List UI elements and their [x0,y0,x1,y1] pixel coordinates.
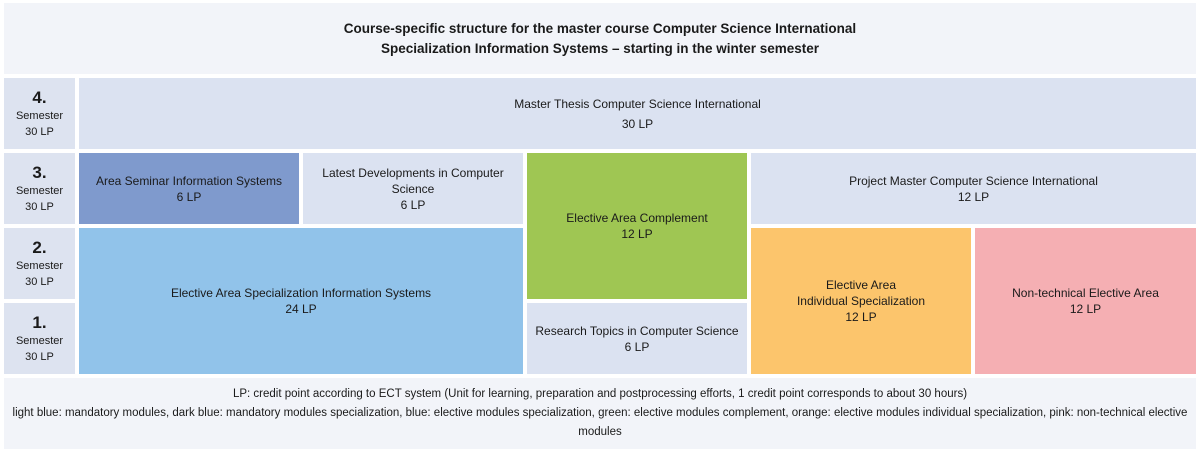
title-line-1: Course-specific structure for the master… [343,20,857,36]
module-lp: 12 LP [845,310,877,324]
semester-1: 1. Semester 30 LP [4,303,75,374]
module-name: Project Master Computer Science Internat… [849,173,1098,188]
legend-lp-note: LP: credit point according to ECT system… [232,388,968,400]
module-name: Latest Developments in Computer Science [322,165,504,196]
module-elective-specialization: Elective Area Specialization Information… [79,228,523,374]
semester-lp: 30 LP [25,350,54,363]
semester-2: 2. Semester 30 LP [4,228,75,299]
module-master-thesis: Master Thesis Computer Science Internati… [79,78,1196,149]
semester-number: 3. [32,162,47,182]
semester-4: 4. Semester 30 LP [4,78,75,149]
module-name-line-1: Elective Area [825,278,897,292]
semester-label: Semester [15,259,64,272]
module-lp: 12 LP [1069,302,1102,316]
module-project-master: Project Master Computer Science Internat… [751,153,1196,224]
module-individual-specialization: Elective Area Individual Specialization … [751,228,971,374]
semester-label: Semester [15,184,64,197]
module-lp: 30 LP [621,116,654,131]
module-area-seminar: Area Seminar Information Systems 6 LP [79,153,299,224]
module-latest-developments: Latest Developments in Computer Science … [303,153,523,224]
page-title: Course-specific structure for the master… [4,3,1196,74]
module-name: Elective Area Specialization Information… [170,286,432,300]
module-lp: 6 LP [176,189,202,204]
semester-lp: 30 LP [25,275,54,288]
module-name-line-2: Individual Specialization [796,294,926,308]
module-name: Area Seminar Information Systems [95,173,283,188]
semester-lp: 30 LP [25,125,54,138]
module-name: Master Thesis Computer Science Internati… [514,96,761,111]
title-line-2: Specialization Information Systems – sta… [380,40,820,56]
module-lp: 12 LP [957,189,990,204]
module-name: Non-technical Elective Area [1012,286,1159,300]
legend-colors: light blue: mandatory modules, dark blue… [12,407,1188,438]
module-research-topics: Research Topics in Computer Science 6 LP [527,303,747,374]
module-non-technical: Non-technical Elective Area 12 LP [975,228,1196,374]
module-lp: 12 LP [621,227,653,241]
module-lp: 6 LP [400,197,426,212]
module-lp: 24 LP [285,302,317,316]
module-lp: 6 LP [624,339,650,354]
semester-label: Semester [15,109,64,122]
semester-number: 1. [32,312,47,332]
module-elective-complement: Elective Area Complement 12 LP [527,153,747,299]
module-name: Elective Area Complement [566,211,708,225]
legend: LP: credit point according to ECT system… [4,378,1196,449]
semester-lp: 30 LP [25,200,54,213]
semester-number: 4. [32,87,47,107]
semester-label: Semester [15,334,64,347]
semester-3: 3. Semester 30 LP [4,153,75,224]
module-name: Research Topics in Computer Science [535,323,739,338]
semester-number: 2. [32,237,47,257]
